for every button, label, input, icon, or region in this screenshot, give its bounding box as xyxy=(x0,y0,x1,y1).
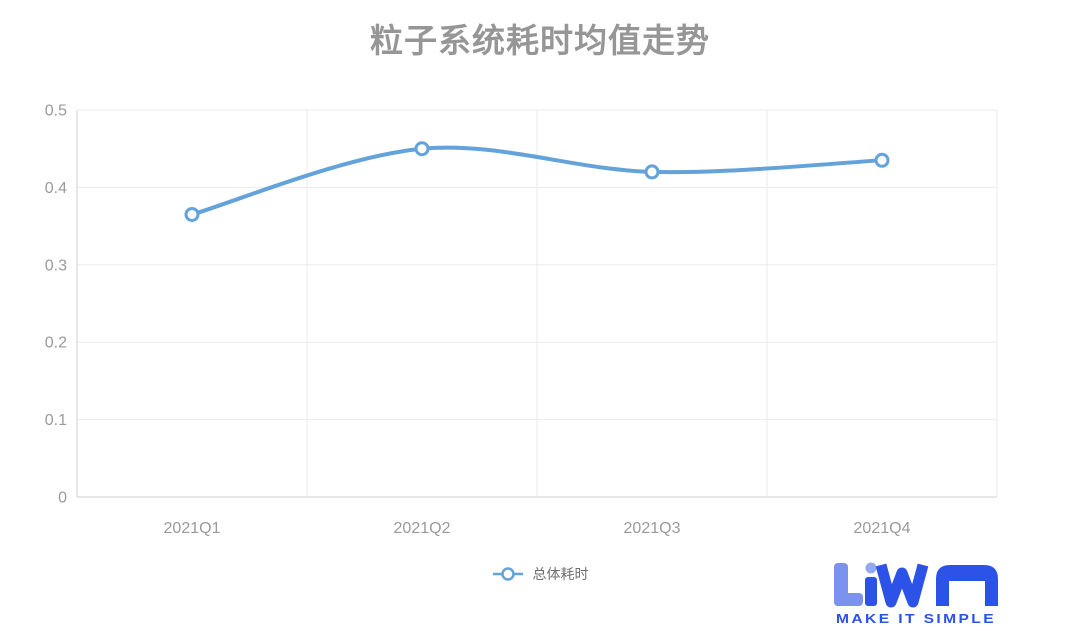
logo-letter-a xyxy=(936,565,998,606)
data-point xyxy=(414,141,430,157)
svg-text:0.4: 0.4 xyxy=(45,180,67,197)
svg-text:0.5: 0.5 xyxy=(45,103,67,120)
legend-item-total[interactable]: 总体耗时 xyxy=(492,564,589,584)
logo-tagline: MAKE IT SIMPLE xyxy=(836,611,996,626)
data-point xyxy=(184,206,200,222)
svg-text:2021Q1: 2021Q1 xyxy=(164,520,221,537)
series-line xyxy=(190,145,884,217)
svg-text:2021Q4: 2021Q4 xyxy=(854,520,911,537)
svg-text:0.2: 0.2 xyxy=(45,335,67,352)
logo-letter-i xyxy=(865,562,877,606)
uwa-logo-graphic: MAKE IT SIMPLE xyxy=(834,562,998,626)
svg-text:0: 0 xyxy=(58,490,67,507)
chart-title: 粒子系统耗时均值走势 xyxy=(370,22,710,59)
legend-label: 总体耗时 xyxy=(532,566,589,582)
chart-legend: 总体耗时 xyxy=(0,564,1080,584)
x-axis-tick-labels: 2021Q1 2021Q2 2021Q3 2021Q4 xyxy=(164,520,911,537)
uwa-logo: MAKE IT SIMPLE xyxy=(832,557,1000,629)
line-circle-marker-icon xyxy=(492,567,523,581)
data-point xyxy=(874,152,890,168)
y-axis-tick-labels: 0 0.1 0.2 0.3 0.4 0.5 xyxy=(45,103,67,507)
chart-grid xyxy=(76,109,998,498)
legend-marker-circle xyxy=(500,567,515,581)
svg-text:0.3: 0.3 xyxy=(45,257,67,274)
svg-text:2021Q3: 2021Q3 xyxy=(624,520,681,537)
logo-letter-u xyxy=(834,563,863,606)
svg-text:2021Q2: 2021Q2 xyxy=(394,520,451,537)
logo-letter-w xyxy=(875,563,929,608)
series-points[interactable] xyxy=(184,141,890,222)
data-point xyxy=(644,164,660,180)
svg-text:0.1: 0.1 xyxy=(45,412,67,429)
